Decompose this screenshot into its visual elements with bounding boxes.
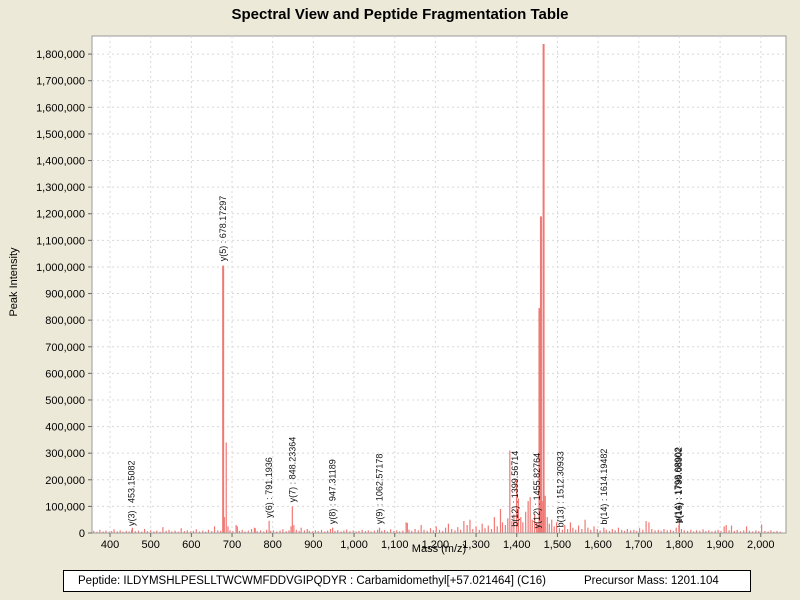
x-tick-label: 600 xyxy=(182,539,200,551)
fragment-annotation: y(14) : 1798.68902 xyxy=(673,448,683,524)
fragment-annotation: y(9) : 1062.57178 xyxy=(375,454,385,525)
precursor-mass-label: Precursor Mass: 1201.104 xyxy=(583,575,719,587)
x-tick-label: 1,900 xyxy=(706,539,734,551)
spectrum-plot[interactable]: 400 500 600 700 800 900 1,000 1,100 1,200 1,300 1,… xyxy=(0,0,800,565)
x-axis-title: Mass (m/z) xyxy=(411,543,467,555)
x-tick-label: 1,500 xyxy=(544,539,572,551)
y-tick-label: 1,000,000 xyxy=(36,262,85,274)
y-tick-label: 1,100,000 xyxy=(36,235,85,247)
x-tick-label: 700 xyxy=(223,539,241,551)
x-tick-label: 400 xyxy=(101,539,119,551)
x-tick-label: 1,800 xyxy=(666,539,694,551)
y-tick-label: 500,000 xyxy=(45,395,85,407)
y-tick-label: 1,300,000 xyxy=(36,182,85,194)
fragment-annotation: y(7) : 848.23364 xyxy=(287,437,297,503)
y-tick-label: 800,000 xyxy=(45,315,85,327)
x-tick-label: 1,100 xyxy=(381,539,409,551)
y-tick-label: 400,000 xyxy=(45,422,85,434)
y-tick-label: 1,400,000 xyxy=(36,156,85,168)
peptide-sequence-label: Peptide: ILDYMSHLPESLLTWCWMFDDVGIPQDYR :… xyxy=(78,575,546,587)
y-tick-label: 700,000 xyxy=(45,342,85,354)
fragment-annotation: y(5) : 678.17297 xyxy=(218,196,228,262)
y-tick-label: 300,000 xyxy=(45,448,85,460)
y-tick-label: 900,000 xyxy=(45,289,85,301)
y-tick-label: 0 xyxy=(79,528,85,540)
x-tick-label: 1,000 xyxy=(340,539,368,551)
x-tick-label: 1,300 xyxy=(462,539,490,551)
peptide-info-bar: Peptide: ILDYMSHLPESLLTWCWMFDDVGIPQDYR :… xyxy=(63,570,751,592)
fragment-annotation: y(6) : 791.1936 xyxy=(264,457,274,518)
y-tick-label: 1,500,000 xyxy=(36,129,85,141)
y-tick-label: 600,000 xyxy=(45,368,85,380)
y-tick-label: 1,700,000 xyxy=(36,76,85,88)
fragment-annotation: b(13) : 1512.30933 xyxy=(556,451,566,527)
x-tick-label: 1,200 xyxy=(422,539,450,551)
fragment-annotation: y(8) : 947.31189 xyxy=(328,459,338,524)
y-tick-label: 1,800,000 xyxy=(36,49,85,61)
x-tick-label: 500 xyxy=(142,539,160,551)
fragment-annotation: b(12) : 1399.56714 xyxy=(510,451,520,527)
x-tick-label: 2,000 xyxy=(747,539,775,551)
x-tick-label: 800 xyxy=(264,539,282,551)
y-tick-label: 1,600,000 xyxy=(36,102,85,114)
y-tick-label: 1,200,000 xyxy=(36,209,85,221)
x-tick-label: 900 xyxy=(304,539,322,551)
fragment-annotation: b(16) : 1799.08902 xyxy=(674,447,684,523)
x-tick-label: 1,600 xyxy=(584,539,612,551)
fragment-annotation: y(12) : 1455.82764 xyxy=(532,453,542,529)
y-tick-label: 100,000 xyxy=(45,501,85,513)
x-tick-label: 1,700 xyxy=(625,539,653,551)
page-title: Spectral View and Peptide Fragmentation … xyxy=(231,6,569,23)
fragment-annotation: b(14) : 1614.19482 xyxy=(599,449,609,525)
y-tick-label: 200,000 xyxy=(45,475,85,487)
fragment-annotation: y(3) : 453.15082 xyxy=(127,460,137,526)
x-tick-label: 1,400 xyxy=(503,539,531,551)
plot-area xyxy=(91,35,787,534)
